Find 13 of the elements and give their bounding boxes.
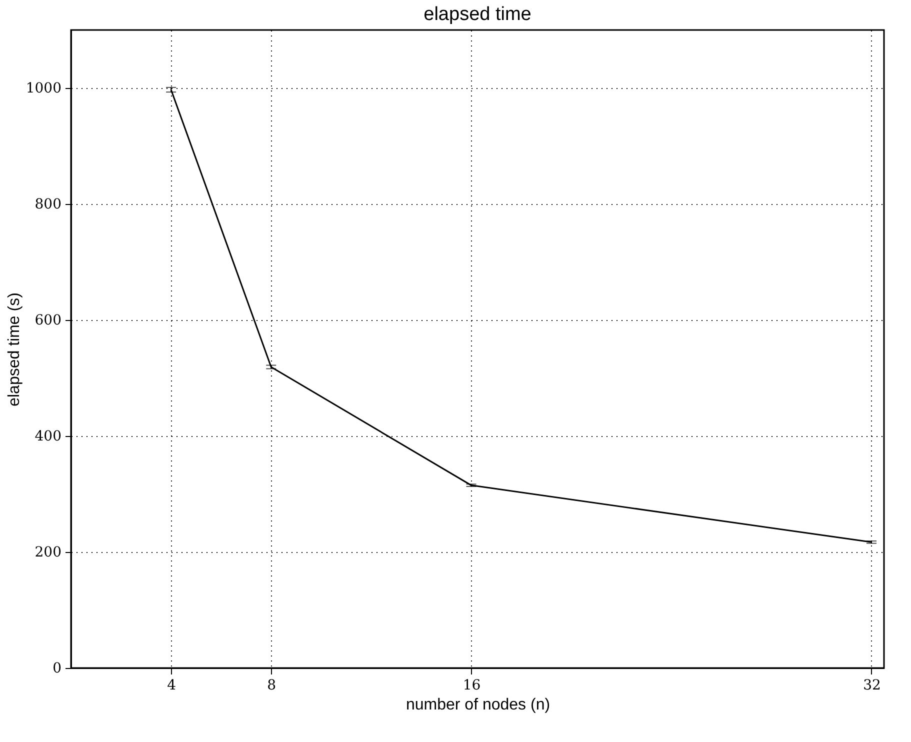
y-tick-label: 1000: [26, 80, 62, 96]
y-tick-label: 600: [34, 312, 62, 328]
y-tick-label: 400: [34, 428, 62, 444]
x-tick-label: 16: [462, 678, 481, 694]
y-axis-title: elapsed time (s): [6, 292, 23, 406]
y-tick-label: 200: [34, 544, 62, 560]
chart-title: elapsed time: [424, 4, 532, 25]
y-tick-label: 800: [34, 196, 62, 212]
x-axis-title: number of nodes (n): [406, 696, 550, 714]
x-tick-label: 32: [863, 678, 881, 694]
y-tick-label: 0: [52, 660, 62, 676]
x-tick-label: 8: [267, 678, 276, 694]
x-tick-label: 4: [167, 678, 176, 694]
